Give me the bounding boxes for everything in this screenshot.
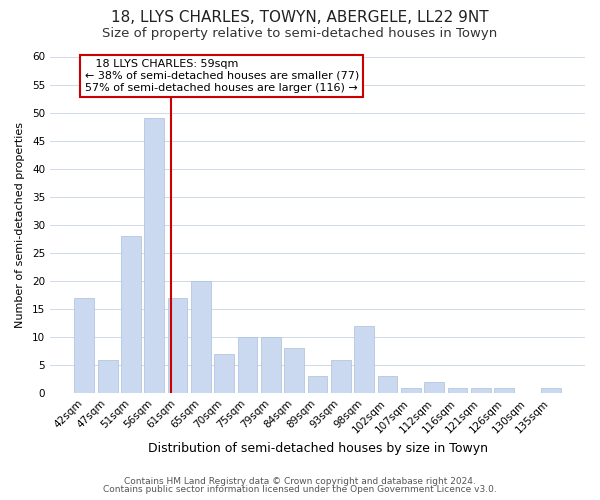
Bar: [541, 388, 560, 394]
Y-axis label: Number of semi-detached properties: Number of semi-detached properties: [15, 122, 25, 328]
Bar: [401, 388, 421, 394]
Bar: [121, 236, 141, 394]
X-axis label: Distribution of semi-detached houses by size in Towyn: Distribution of semi-detached houses by …: [148, 442, 488, 455]
Bar: [167, 298, 187, 394]
Bar: [98, 360, 118, 394]
Bar: [261, 337, 281, 394]
Bar: [74, 298, 94, 394]
Text: Contains public sector information licensed under the Open Government Licence v3: Contains public sector information licen…: [103, 485, 497, 494]
Bar: [238, 337, 257, 394]
Text: 18 LLYS CHARLES: 59sqm   
← 38% of semi-detached houses are smaller (77)
57% of : 18 LLYS CHARLES: 59sqm ← 38% of semi-det…: [85, 60, 359, 92]
Bar: [448, 388, 467, 394]
Bar: [471, 388, 491, 394]
Bar: [191, 281, 211, 394]
Bar: [145, 118, 164, 394]
Bar: [308, 376, 328, 394]
Text: 18, LLYS CHARLES, TOWYN, ABERGELE, LL22 9NT: 18, LLYS CHARLES, TOWYN, ABERGELE, LL22 …: [111, 10, 489, 25]
Bar: [494, 388, 514, 394]
Bar: [424, 382, 444, 394]
Bar: [331, 360, 351, 394]
Text: Contains HM Land Registry data © Crown copyright and database right 2024.: Contains HM Land Registry data © Crown c…: [124, 477, 476, 486]
Bar: [214, 354, 234, 394]
Text: Size of property relative to semi-detached houses in Towyn: Size of property relative to semi-detach…: [103, 28, 497, 40]
Bar: [354, 326, 374, 394]
Bar: [284, 348, 304, 394]
Bar: [377, 376, 397, 394]
